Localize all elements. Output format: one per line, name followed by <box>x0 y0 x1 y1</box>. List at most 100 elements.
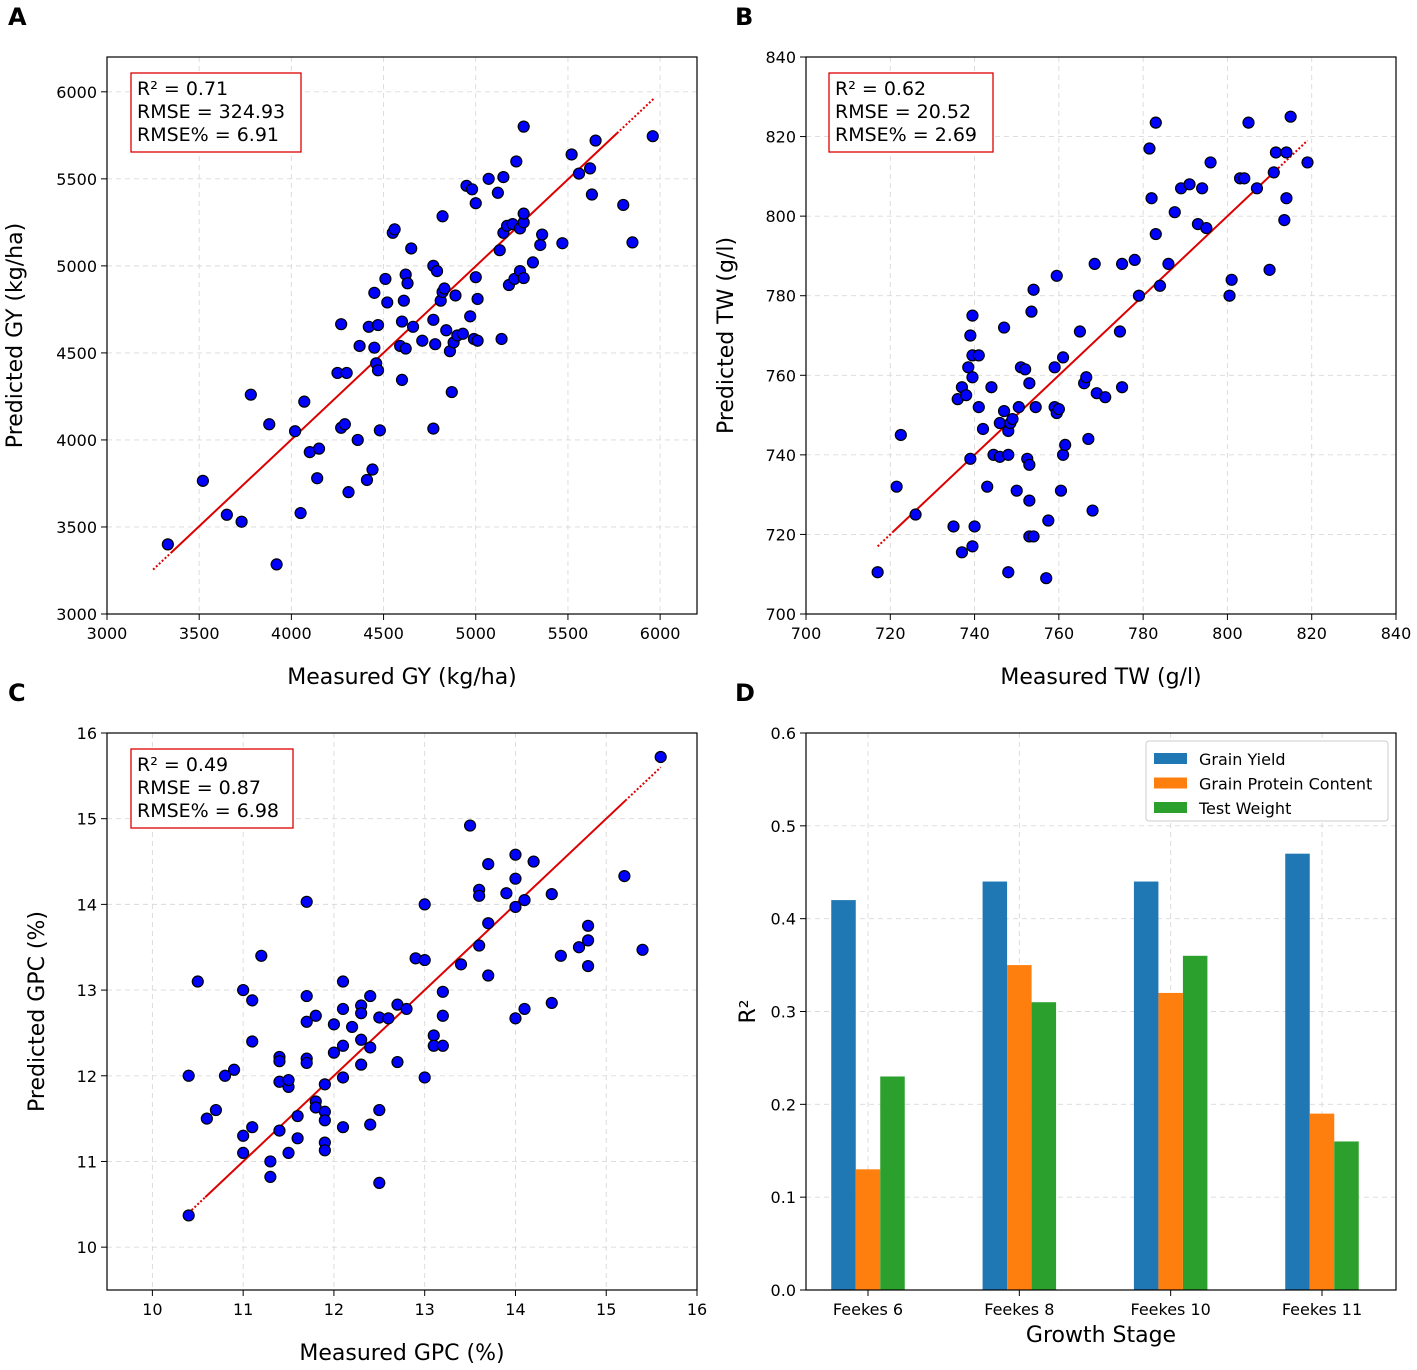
data-point <box>1168 206 1181 219</box>
data-point <box>379 272 392 286</box>
data-point <box>300 895 313 908</box>
data-point <box>493 244 506 257</box>
data-point <box>182 1069 195 1082</box>
data-point <box>1050 269 1063 282</box>
data-point <box>465 183 479 196</box>
y-tick-label: 0.0 <box>771 1281 796 1300</box>
legend-swatch <box>1154 753 1187 764</box>
legend-label: Grain Protein Content <box>1199 775 1372 794</box>
data-point <box>273 1124 286 1137</box>
bar-grain-protein-content <box>1007 965 1032 1290</box>
y-tick-label: 5500 <box>56 170 97 189</box>
stats-rmse: RMSE = 20.52 <box>835 101 971 123</box>
y-tick-label: 3000 <box>56 605 97 624</box>
data-point <box>497 171 510 184</box>
data-point <box>300 1015 313 1028</box>
data-point <box>518 893 531 907</box>
data-point <box>1238 172 1251 185</box>
x-tick-label: Feekes 11 <box>1282 1300 1362 1319</box>
data-point <box>427 422 440 435</box>
data-point <box>1019 363 1032 376</box>
data-point <box>406 320 420 333</box>
data-point <box>1006 412 1019 426</box>
data-point <box>997 404 1011 418</box>
x-tick-label: 3000 <box>87 624 128 643</box>
fit-line-dotted-end <box>616 97 656 135</box>
data-point <box>438 282 451 295</box>
y-tick-label: 11 <box>77 1152 97 1171</box>
x-tick-label: Feekes 6 <box>833 1300 903 1319</box>
data-point <box>342 486 355 499</box>
data-point <box>500 887 513 900</box>
stats-r2: R² = 0.71 <box>137 78 228 100</box>
data-point <box>509 1012 522 1025</box>
y-tick-label: 5000 <box>56 257 97 276</box>
y-axis-label: Predicted TW (g/l) <box>714 237 739 434</box>
data-point <box>509 900 522 914</box>
data-point <box>246 1121 259 1134</box>
data-point <box>964 329 977 342</box>
panel-letter: A <box>8 3 27 31</box>
data-point <box>1025 305 1038 318</box>
data-point <box>237 1129 250 1142</box>
panel-c-axes-frame <box>106 732 698 1291</box>
data-point <box>360 473 374 487</box>
data-point <box>416 334 429 347</box>
data-point <box>318 1144 331 1157</box>
data-point <box>473 889 486 902</box>
data-point <box>955 546 969 559</box>
data-point <box>300 1056 313 1070</box>
data-point <box>1073 325 1087 338</box>
stats-rmse: RMSE = 0.87 <box>137 777 261 799</box>
y-tick-label: 0.2 <box>771 1095 796 1114</box>
data-point <box>237 983 250 997</box>
x-tick-label: 13 <box>415 1300 435 1319</box>
data-point <box>371 364 385 377</box>
data-point <box>335 318 348 331</box>
data-point <box>399 342 412 355</box>
x-tick-label: 3500 <box>179 624 220 643</box>
data-point <box>545 996 558 1010</box>
data-point <box>1082 432 1095 446</box>
y-tick-label: 720 <box>765 525 796 544</box>
stats-rmse: RMSE = 324.93 <box>137 101 285 123</box>
data-point <box>1048 361 1061 374</box>
data-point <box>463 819 477 832</box>
data-point <box>196 474 209 487</box>
x-axis-label: Growth Stage <box>1026 1323 1176 1348</box>
data-point <box>572 941 586 954</box>
panel-b: 700 720 740 760 780 800 820 840 700 720 740 760 780 8… <box>714 3 1411 690</box>
y-tick-label: 800 <box>765 207 796 226</box>
bar-test-weight <box>1334 1141 1359 1290</box>
data-point <box>1023 494 1036 507</box>
stats-rmse-percent: RMSE% = 6.98 <box>137 800 279 822</box>
data-point <box>355 1058 368 1071</box>
data-point <box>291 1132 304 1145</box>
data-point <box>1056 448 1070 461</box>
data-point <box>264 1155 277 1168</box>
data-point <box>368 286 381 299</box>
data-point <box>636 943 649 956</box>
data-point <box>246 994 259 1007</box>
data-point <box>381 296 394 309</box>
x-tick-label: 740 <box>959 624 990 643</box>
data-point <box>1029 401 1042 414</box>
data-point <box>182 1209 195 1222</box>
data-point <box>312 442 326 455</box>
x-tick-label: 12 <box>324 1300 344 1319</box>
data-point <box>373 1176 386 1189</box>
data-point <box>1027 530 1040 543</box>
data-point <box>400 1002 413 1016</box>
data-point <box>464 310 477 323</box>
data-point <box>964 452 977 465</box>
data-point <box>509 848 522 861</box>
data-point <box>1162 257 1175 270</box>
data-point <box>366 463 379 476</box>
bar-grain-yield <box>831 900 856 1290</box>
legend-swatch <box>1154 802 1187 813</box>
data-point <box>1042 514 1055 527</box>
data-point <box>1204 156 1217 169</box>
data-point <box>972 401 985 414</box>
data-point <box>336 1002 350 1016</box>
data-point <box>473 939 486 952</box>
